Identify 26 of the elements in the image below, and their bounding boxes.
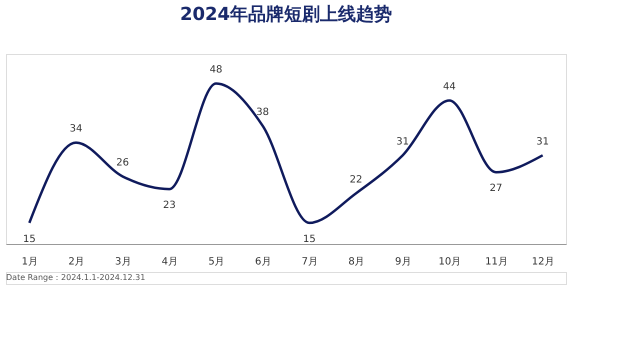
x-tick-label: 8月 [348, 256, 365, 268]
data-label: 34 [70, 124, 82, 135]
data-label: 23 [162, 200, 176, 212]
x-tick-label: 9月 [394, 256, 412, 268]
data-label: 22 [350, 174, 362, 186]
data-label: 15 [302, 234, 316, 245]
x-tick-label: 11月 [485, 256, 508, 268]
data-label: 15 [22, 234, 36, 245]
x-tick-label: 6月 [254, 256, 272, 268]
data-label: 27 [490, 183, 502, 194]
x-tick-label: 1月 [22, 256, 38, 268]
x-tick-label: 10月 [438, 256, 462, 268]
x-tick-label: 4月 [162, 256, 178, 268]
data-label: 38 [256, 106, 270, 118]
chart-title: 2024年品牌短剧上线趋势 [180, 4, 392, 25]
data-label: 48 [210, 64, 222, 76]
x-tick-label: 2月 [68, 256, 85, 268]
x-tick-label: 12月 [532, 256, 555, 268]
x-tick-label: 3月 [114, 256, 132, 268]
data-label: 26 [116, 157, 130, 168]
text: Date Range：2024.1.1-2024.12.31 [6, 273, 146, 282]
x-tick-label: 5月 [208, 256, 225, 268]
data-label: 44 [442, 81, 456, 92]
data-label: 31 [396, 136, 410, 148]
x-tick-label: 7月 [302, 256, 318, 268]
data-label: 31 [536, 136, 550, 148]
